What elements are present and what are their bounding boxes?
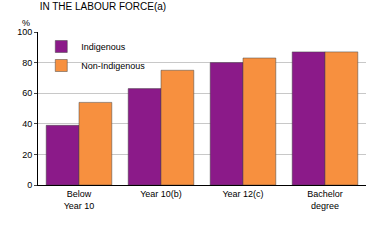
- svg-text:Year 12(c): Year 12(c): [222, 189, 263, 199]
- svg-text:20: 20: [22, 150, 32, 160]
- svg-text:Indigenous: Indigenous: [81, 42, 126, 52]
- svg-text:Year 10(b): Year 10(b): [140, 189, 182, 199]
- svg-text:IN THE LABOUR FORCE(a): IN THE LABOUR FORCE(a): [40, 1, 167, 12]
- svg-text:Bachelordegree: Bachelordegree: [307, 189, 343, 211]
- svg-text:%: %: [22, 18, 30, 28]
- svg-text:0: 0: [27, 180, 32, 190]
- svg-text:100: 100: [17, 27, 32, 37]
- svg-text:40: 40: [22, 119, 32, 129]
- svg-text:80: 80: [22, 58, 32, 68]
- svg-text:Non-Indigenous: Non-Indigenous: [81, 61, 145, 71]
- svg-text:BelowYear 10: BelowYear 10: [64, 189, 95, 211]
- svg-text:60: 60: [22, 88, 32, 98]
